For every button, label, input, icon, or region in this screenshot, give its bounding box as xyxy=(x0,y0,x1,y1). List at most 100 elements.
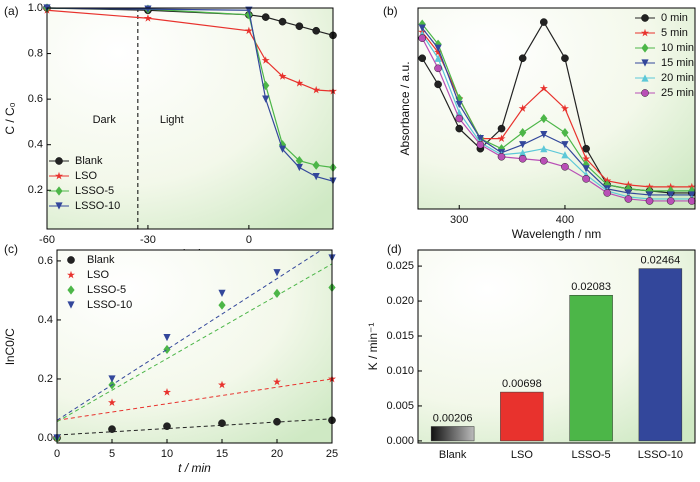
marker xyxy=(108,425,116,433)
marker xyxy=(518,54,527,63)
legend-label: Blank xyxy=(87,254,115,266)
marker xyxy=(476,135,484,143)
legend-marker xyxy=(67,270,75,279)
marker xyxy=(455,124,464,133)
y-tick-label: 0.6 xyxy=(38,255,53,267)
marker xyxy=(519,149,527,157)
legend-label: LSSO-10 xyxy=(75,200,120,212)
legend-label: LSSO-5 xyxy=(87,284,126,296)
y-axis-title: K / min⁻¹ xyxy=(366,323,380,371)
y-axis-title: lnC0/C xyxy=(3,328,17,365)
marker xyxy=(218,300,226,310)
marker xyxy=(624,189,632,197)
x-tick-label: 25 xyxy=(326,448,338,460)
marker xyxy=(539,84,548,92)
legend-marker xyxy=(641,14,649,22)
panel-label: (c) xyxy=(4,242,18,256)
marker xyxy=(262,95,270,103)
legend-label: LSSO-10 xyxy=(87,299,132,311)
marker xyxy=(143,14,152,22)
y-tick-label: 0.010 xyxy=(386,365,414,377)
y-tick-label: 0.2 xyxy=(38,373,53,385)
x-tick-label: 300 xyxy=(450,214,468,226)
x-tick-label: 20 xyxy=(271,448,283,460)
marker xyxy=(163,344,171,355)
marker xyxy=(434,48,443,56)
legend-label: 25 min xyxy=(661,87,694,99)
y-tick-label: 0.005 xyxy=(386,400,414,412)
x-tick-label: -30 xyxy=(140,234,156,246)
marker xyxy=(560,104,569,112)
legend-label: LSO xyxy=(75,170,97,182)
bar xyxy=(638,268,683,442)
marker xyxy=(218,380,226,389)
legend-label: 15 min xyxy=(661,57,694,69)
marker xyxy=(278,145,287,153)
marker xyxy=(582,175,590,183)
plot-frame xyxy=(417,7,696,210)
legend-label: 20 min xyxy=(661,72,694,84)
marker xyxy=(434,44,442,52)
marker xyxy=(273,288,281,298)
x-tick-label: 400 xyxy=(556,214,574,226)
y-tick-label: 0.8 xyxy=(28,47,43,59)
bar xyxy=(430,426,475,442)
legend-marker xyxy=(55,171,63,180)
line xyxy=(46,7,334,182)
marker xyxy=(666,197,675,205)
x-tick-label: Blank xyxy=(439,449,467,461)
line xyxy=(421,23,692,192)
marker xyxy=(218,419,226,428)
line xyxy=(421,27,692,196)
marker xyxy=(295,22,304,31)
marker xyxy=(561,151,569,159)
annotation: Light xyxy=(160,114,184,126)
x-tick-label: 0 xyxy=(246,234,252,246)
y-axis-title: Absorbance / a.u. xyxy=(398,61,412,155)
marker xyxy=(244,26,253,35)
marker xyxy=(688,191,696,199)
y-axis-title: C / C₀ xyxy=(3,102,17,134)
y-tick-label: 0.020 xyxy=(386,295,414,307)
marker xyxy=(455,100,463,109)
legend-marker xyxy=(67,285,75,295)
y-tick-label: 0.4 xyxy=(38,314,53,326)
legend-label: LSSO-5 xyxy=(75,185,114,197)
marker xyxy=(295,156,303,166)
marker xyxy=(418,24,426,32)
marker xyxy=(312,26,320,35)
marker xyxy=(561,141,569,149)
y-tick-label: 1.0 xyxy=(28,2,43,14)
marker xyxy=(163,388,171,396)
plot-background xyxy=(418,8,695,209)
x-axis-title: t / min xyxy=(178,461,211,475)
legend-label: 0 min xyxy=(661,12,688,24)
fit-line xyxy=(56,418,333,436)
legend-marker xyxy=(641,59,649,67)
marker xyxy=(561,162,569,171)
marker xyxy=(273,269,281,277)
marker xyxy=(418,34,427,42)
value-label: 0.02464 xyxy=(640,255,680,267)
marker xyxy=(273,417,281,426)
marker xyxy=(278,17,287,26)
marker xyxy=(582,154,591,163)
marker xyxy=(312,160,320,170)
value-label: 0.02083 xyxy=(571,281,611,293)
marker xyxy=(645,197,654,205)
marker xyxy=(540,18,548,26)
marker xyxy=(295,163,303,172)
x-tick-label: -60 xyxy=(39,234,55,246)
marker xyxy=(144,5,152,13)
x-tick-label: 10 xyxy=(161,448,173,460)
legend-marker xyxy=(641,89,649,97)
x-tick-label: 0 xyxy=(54,448,60,460)
legend-label: 5 min xyxy=(661,27,688,39)
marker xyxy=(312,85,321,94)
marker xyxy=(561,128,569,138)
value-label: 0.00698 xyxy=(502,378,542,390)
marker xyxy=(273,377,281,386)
legend-marker xyxy=(641,28,649,37)
y-tick-label: 0.025 xyxy=(386,260,414,272)
